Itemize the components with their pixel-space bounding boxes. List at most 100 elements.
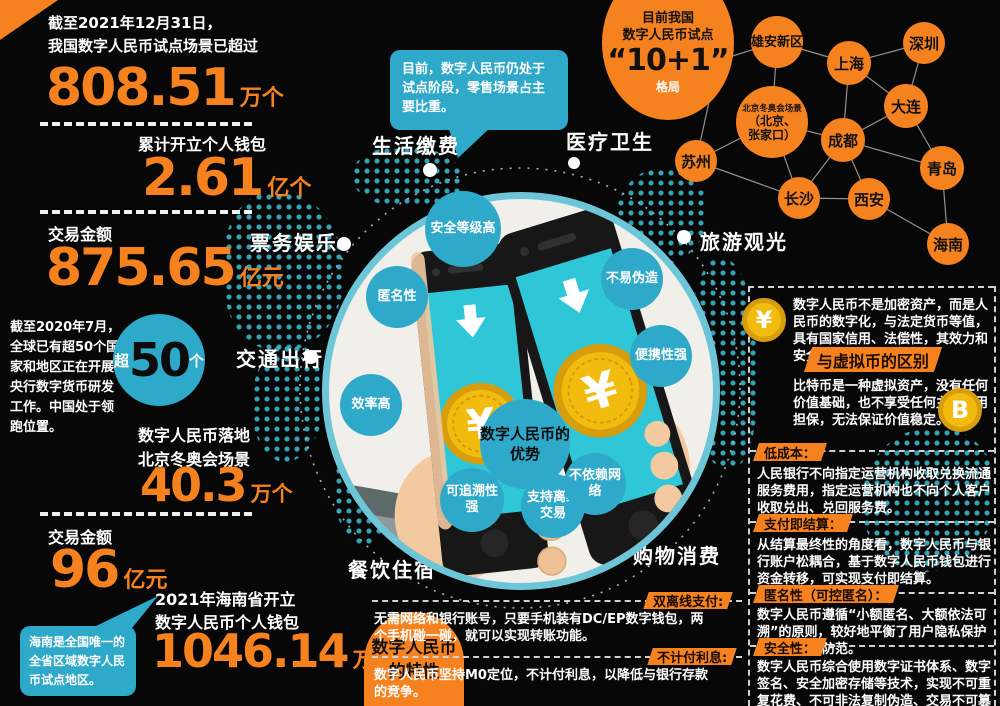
right-panel-left-border xyxy=(748,286,750,706)
dual-offline-body: 无需网络和银行账号，只要手机装有DC/EP数字钱包，两个手机碰一碰，就可以实现转… xyxy=(374,612,704,644)
advantage-hard-to-forge: 不易伪造 xyxy=(601,248,663,310)
right-panel-top-border xyxy=(748,286,994,288)
city-shenzhen: 深圳 xyxy=(903,22,945,64)
badge-subtitle: 格局 xyxy=(655,80,680,94)
stat5-label-line2: 北京冬奥会场景 xyxy=(138,450,251,469)
scene-ticketing: 票务娱乐 xyxy=(250,231,338,255)
divider xyxy=(40,122,252,126)
section-divider xyxy=(750,521,994,523)
advantage-anonymity: 匿名性 xyxy=(366,266,428,328)
city-changsha: 长沙 xyxy=(778,177,820,219)
stat1-unit: 万个 xyxy=(239,86,284,111)
scene-shopping: 购物消费 xyxy=(633,544,721,568)
no-interest-tag: 不计付利息: xyxy=(647,648,737,666)
hainan-bubble-tail xyxy=(92,596,158,628)
left-thumb xyxy=(410,252,453,530)
stat5-value: 40.3 xyxy=(140,458,247,512)
low-cost-tag: 低成本： xyxy=(753,443,827,462)
city-hainan: 海南 xyxy=(927,223,969,265)
stat3-unit: 亿元 xyxy=(239,266,284,291)
stat6-value: 96 xyxy=(50,540,120,600)
advantages-title-bubble: 数字人民币的优势 xyxy=(480,399,570,489)
stat6-label: 交易金额 xyxy=(48,528,113,547)
stat5-label-line1: 数字人民币落地 xyxy=(138,426,251,445)
global-cbdc-note: 截至2020年7月，全球已有超50个国家和地区正在开展央行数字货币研发工作。中国… xyxy=(10,320,121,435)
city-xian: 西安 xyxy=(848,178,890,220)
pilot-note-bubble: 目前，数字人民币仍处于试点阶段，零售场景占主要比重。 xyxy=(390,50,568,130)
feature-divider xyxy=(372,600,742,602)
pay-is-settle-body: 从结算最终性的角度看，数字人民币与银行账户松耦合，基于数字人民币钱包进行资金转移… xyxy=(757,538,992,587)
stat6-unit: 亿元 xyxy=(123,568,168,593)
scene-tourism: 旅游观光 xyxy=(700,230,788,254)
badge-suffix: 个 xyxy=(189,351,205,370)
city-shanghai: 上海 xyxy=(827,41,871,85)
over-50-countries-badge: 超 50 个 xyxy=(113,314,205,406)
city-suzhou: 苏州 xyxy=(675,140,717,182)
stat1-intro-line1: 截至2021年12月31日， xyxy=(48,14,222,32)
dual-offline-tag: 双离线支付: xyxy=(643,592,733,610)
badge-prefix: 超 xyxy=(113,351,129,370)
map-dots-americas xyxy=(224,192,344,350)
advantage-portability: 便携性强 xyxy=(630,325,692,387)
city-dalian: 大连 xyxy=(884,84,928,128)
scene-life-payments: 生活缴费 xyxy=(372,134,460,158)
download-arrow-icon xyxy=(558,277,590,313)
controlled-anonymity-tag: 匿名性（可控匿名）： xyxy=(753,585,899,604)
bitcoin-coin-icon: B xyxy=(938,388,982,432)
advantage-no-network: 不依赖网络 xyxy=(564,453,626,515)
pilot-bubble-tail xyxy=(448,126,492,158)
bitcoin-symbol: B xyxy=(950,396,970,424)
stat7-label-line2: 数字人民币个人钱包 xyxy=(155,613,300,632)
city-beijing-olympics: 北京冬奥会场景 （北京、 张家口） xyxy=(736,86,808,158)
pilot-pattern-badge: 目前我国 数字人民币试点 “10+1” 格局 xyxy=(602,0,734,120)
stat1-value: 808.51 xyxy=(46,58,237,118)
stat2-label: 累计开立个人钱包 xyxy=(138,135,267,154)
hub-line1: 北京冬奥会场景 xyxy=(742,104,802,114)
badge-10plus1: “10+1” xyxy=(607,43,729,78)
hainan-note-bubble: 海南是全国唯一的全省区域数字人民币试点地区。 xyxy=(20,626,136,696)
right-phone: ¥ xyxy=(497,207,705,566)
city-qingdao: 青岛 xyxy=(920,146,964,190)
pay-is-settle-tag: 支付即结算： xyxy=(753,514,853,533)
badge-title-line1: 目前我国 xyxy=(641,11,694,26)
advantage-traceability: 可追溯性强 xyxy=(440,468,504,532)
scene-transport: 交通出行 xyxy=(236,347,324,371)
left-phone: ¥ xyxy=(410,243,549,577)
divider xyxy=(40,512,252,516)
divider xyxy=(40,210,252,214)
section-divider xyxy=(750,450,994,452)
stat2-value: 2.61 xyxy=(142,148,264,208)
stat2-unit: 亿个 xyxy=(267,176,312,201)
scene-medical: 医疗卫生 xyxy=(566,130,654,154)
digital-yuan-coin-icon: ¥ xyxy=(742,298,786,342)
stat7-value: 1046.14 xyxy=(152,624,350,678)
features-title-blob: 数字人民币 的特性 xyxy=(364,612,464,706)
download-arrow-icon xyxy=(456,304,486,338)
badge-value: 50 xyxy=(128,333,191,387)
badge-title-line2: 数字人民币试点 xyxy=(622,28,714,43)
stat3-value: 875.65 xyxy=(46,238,237,298)
yuan-symbol: ¥ xyxy=(755,306,773,334)
stat5-unit: 万个 xyxy=(250,482,293,506)
stat3-label: 交易金额 xyxy=(48,225,113,244)
features-title-line2: 的特性 xyxy=(388,662,440,682)
city-chengdu: 成都 xyxy=(821,118,865,162)
security-tag: 安全性： xyxy=(753,638,827,657)
city-xiongan: 雄安新区 xyxy=(751,16,803,68)
right-coin: ¥ xyxy=(553,344,648,438)
advantage-security-level: 安全等级高 xyxy=(425,191,501,267)
stat7-label-line1: 2021年海南省开立 xyxy=(155,590,296,609)
hub-line3: 张家口） xyxy=(747,128,796,142)
section-divider xyxy=(750,645,994,647)
security-body: 数字人民币综合使用数字证书体系、数字签名、安全加密存储等技术，实现不可重复花费、… xyxy=(757,660,992,706)
stat1-intro-line2: 我国数字人民币试点场景已超过 xyxy=(48,37,259,55)
advantage-efficiency: 效率高 xyxy=(340,374,402,436)
feature-divider xyxy=(372,656,742,658)
features-title-line1: 数字人民币 xyxy=(371,638,457,658)
corner-accent-triangle xyxy=(0,0,58,40)
map-dots-oceania xyxy=(862,428,996,572)
hub-line2: （北京、 xyxy=(747,114,796,128)
vs-virtual-currency-banner: 与虚拟币的区别 xyxy=(803,347,943,372)
low-cost-body: 人民银行不向指定运营机构收取兑换流通服务费用，指定运营机构也不向个人客户收取兑出… xyxy=(757,467,992,516)
